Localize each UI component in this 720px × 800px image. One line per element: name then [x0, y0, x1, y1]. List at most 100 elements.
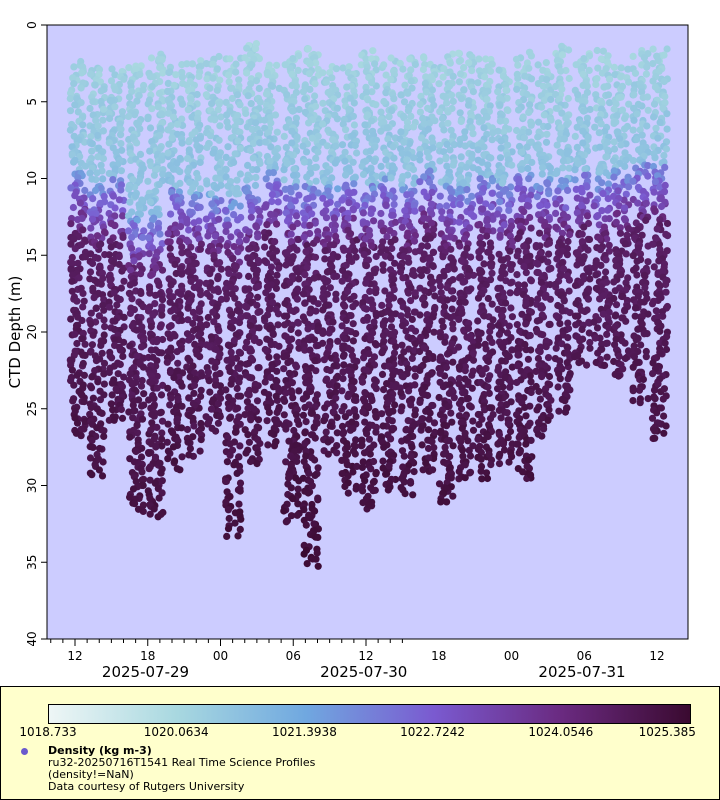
data-point [86, 454, 95, 462]
data-point [101, 323, 109, 331]
data-point [211, 381, 220, 389]
data-point [312, 367, 320, 375]
data-point [78, 335, 86, 343]
data-point [350, 180, 358, 188]
data-point [165, 171, 173, 179]
data-point [288, 127, 296, 135]
data-point [332, 142, 340, 150]
data-point [79, 359, 87, 368]
data-point [409, 165, 418, 174]
data-point [359, 487, 367, 495]
data-point [211, 363, 219, 371]
data-point [420, 344, 428, 352]
data-point [474, 79, 482, 87]
data-point [514, 440, 522, 448]
data-point [467, 253, 475, 261]
data-point [203, 321, 211, 329]
data-point [214, 288, 222, 296]
data-point [363, 313, 372, 322]
data-point [305, 70, 314, 78]
data-point [147, 162, 155, 170]
data-point [235, 76, 243, 84]
data-point [478, 117, 486, 125]
data-point [89, 443, 97, 451]
data-point [120, 373, 128, 381]
data-point [523, 143, 531, 151]
data-point [223, 356, 231, 364]
data-point [96, 444, 104, 453]
data-point [157, 110, 165, 118]
data-point [456, 242, 464, 250]
data-point [195, 63, 203, 71]
data-point [486, 328, 494, 336]
data-point [109, 406, 117, 414]
data-point [132, 192, 140, 200]
data-point [98, 269, 106, 277]
data-point [173, 229, 181, 237]
data-point [314, 464, 322, 472]
data-point [418, 441, 426, 449]
data-point [340, 294, 348, 302]
data-point [268, 191, 276, 199]
data-point [99, 116, 107, 124]
data-point [88, 175, 96, 183]
data-point [404, 89, 412, 97]
data-point [236, 170, 244, 178]
data-point [100, 370, 108, 378]
data-point [417, 333, 425, 341]
data-point [325, 381, 333, 389]
data-point [137, 382, 146, 390]
data-point [204, 232, 212, 240]
data-point [446, 463, 454, 472]
data-points [66, 40, 672, 570]
data-point [226, 55, 234, 63]
data-point [195, 146, 203, 154]
data-point [538, 170, 546, 178]
data-point [475, 420, 483, 429]
data-point [416, 311, 424, 319]
data-point [513, 378, 521, 387]
data-point [129, 176, 137, 184]
data-point [407, 297, 415, 305]
data-point [261, 138, 269, 146]
data-point [496, 198, 504, 206]
data-point [269, 330, 277, 338]
data-point [544, 122, 552, 131]
data-point [111, 103, 119, 111]
data-point [86, 104, 94, 113]
data-point [547, 116, 555, 124]
data-point [527, 75, 536, 83]
data-point [152, 443, 160, 451]
data-point [525, 64, 533, 72]
data-point [324, 438, 332, 446]
data-point [213, 86, 221, 94]
data-point [426, 167, 434, 175]
data-point [420, 214, 428, 222]
data-point [252, 119, 260, 127]
data-point [203, 143, 211, 151]
data-point [483, 232, 491, 240]
data-point [311, 80, 319, 88]
data-point [69, 203, 77, 212]
data-point [366, 287, 374, 295]
data-point [383, 124, 391, 132]
data-point [213, 184, 221, 192]
data-point [421, 235, 429, 243]
data-point [115, 253, 123, 261]
data-point [416, 366, 424, 374]
data-point [111, 204, 119, 212]
data-point [254, 282, 262, 290]
data-point [285, 473, 293, 481]
data-point [80, 398, 88, 406]
data-point [378, 410, 386, 418]
data-point [366, 147, 375, 155]
data-point [514, 74, 522, 82]
data-point [377, 127, 385, 135]
data-point [237, 515, 245, 523]
data-point [76, 199, 84, 207]
data-point [416, 178, 424, 186]
data-point [416, 108, 424, 116]
data-point [449, 259, 457, 267]
data-point [97, 341, 105, 349]
data-point [416, 398, 424, 406]
